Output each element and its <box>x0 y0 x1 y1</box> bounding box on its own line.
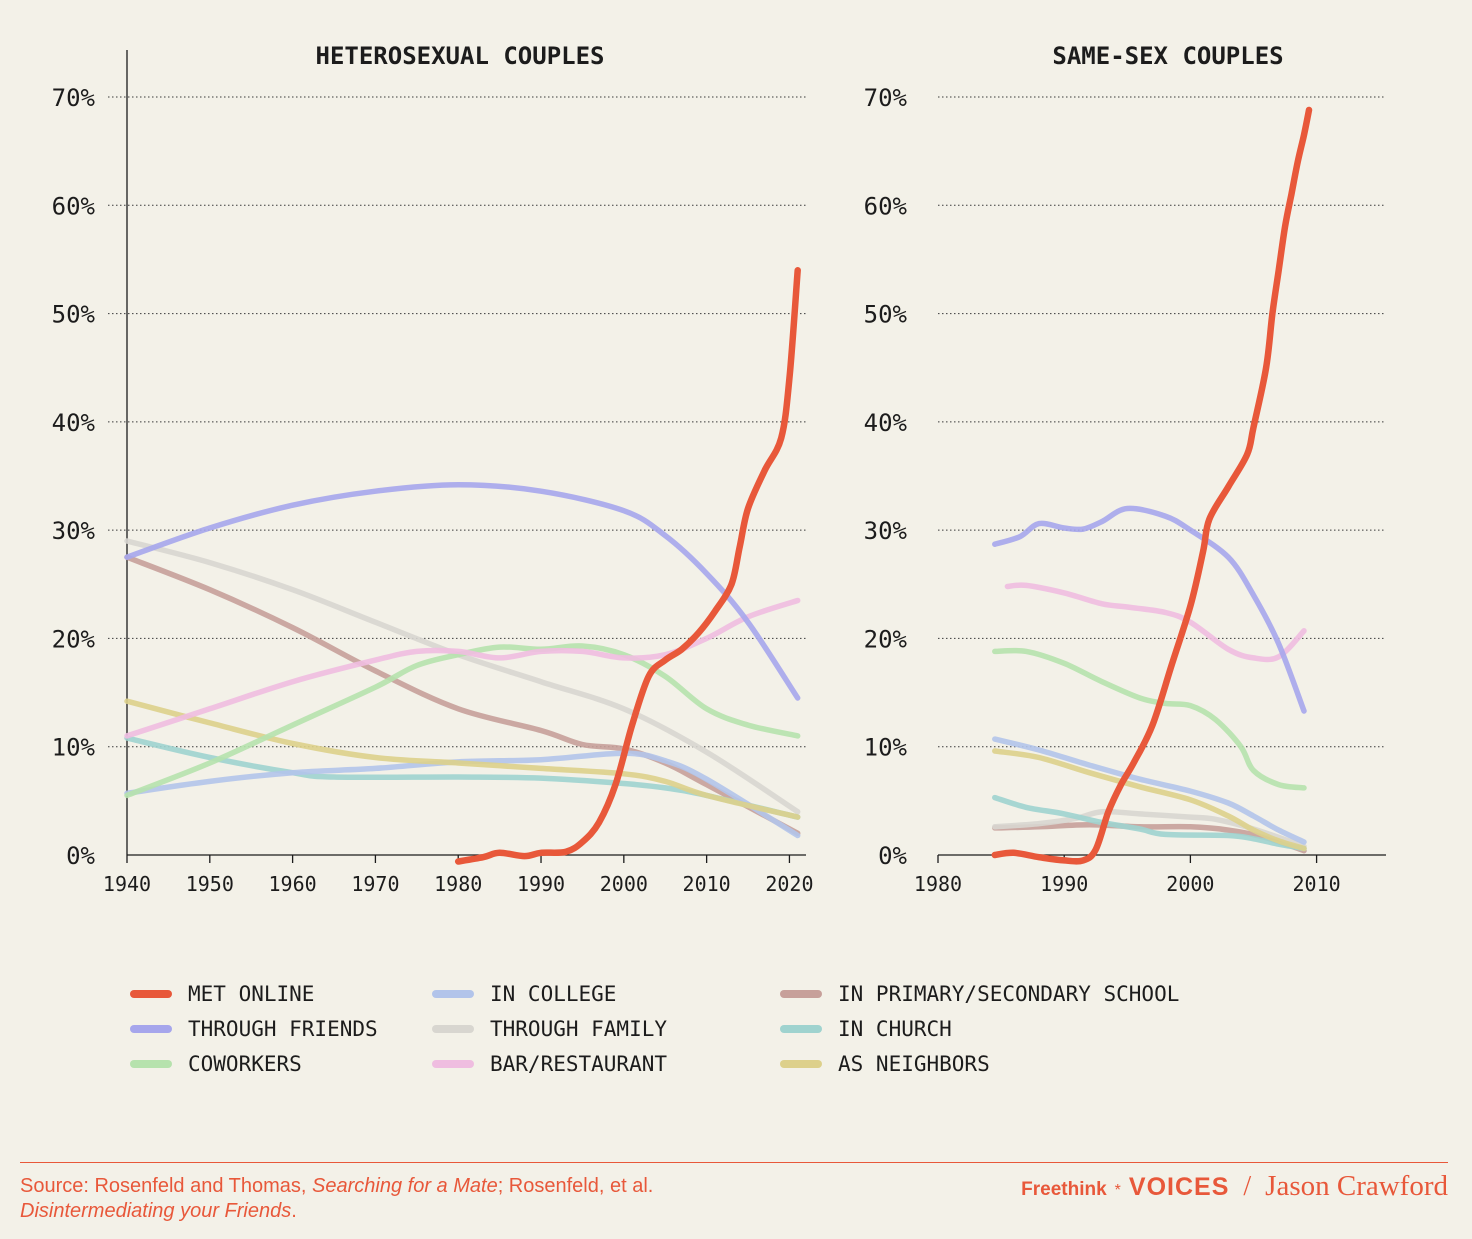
legend-item-coworkers: COWORKERS <box>130 1052 302 1076</box>
y-tick-label: 40% <box>864 409 908 437</box>
brand-star: * <box>1114 1182 1121 1199</box>
legend-label: IN PRIMARY/SECONDARY SCHOOL <box>838 982 1180 1006</box>
x-tick-label: 1940 <box>103 872 151 896</box>
y-tick-label: 50% <box>52 301 96 329</box>
legend-label: COWORKERS <box>188 1052 302 1076</box>
series-line-in-church <box>992 794 1307 852</box>
source-middle: ; Rosenfeld, et al. <box>497 1175 654 1197</box>
series-line-as-neighbors <box>992 748 1307 852</box>
legend-item-in-primary-secondary-school: IN PRIMARY/SECONDARY SCHOOL <box>780 982 1179 1006</box>
y-tick-label: 70% <box>864 84 908 112</box>
legend-label: THROUGH FAMILY <box>490 1017 668 1041</box>
series-line-in-church <box>124 735 801 820</box>
x-tick-label: 1990 <box>517 872 565 896</box>
legend-swatch <box>780 990 822 998</box>
legend-item-in-church: IN CHURCH <box>780 1017 952 1041</box>
series-line-in-primary-secondary-school <box>124 554 801 837</box>
x-tick-label: 1970 <box>351 872 399 896</box>
brand-voices: VOICES <box>1128 1173 1230 1201</box>
series-line-through-friends <box>992 505 1307 714</box>
x-tick-label: 1980 <box>434 872 482 896</box>
chart-area: HETEROSEXUAL COUPLES 0% 10% 20% 30% 40% 50% 60%… <box>52 42 1386 896</box>
brand-freethink: Freethink <box>1021 1179 1107 1200</box>
x-tick-label: 2000 <box>1166 872 1214 896</box>
legend-swatch <box>130 1060 172 1068</box>
footer-divider <box>20 1162 1448 1163</box>
x-tick-label: 1950 <box>186 872 234 896</box>
brand-separator: / <box>1243 1171 1252 1202</box>
series-line-met-online <box>454 267 801 865</box>
brand-credit: Freethink * VOICES / Jason Crawford <box>1021 1170 1448 1203</box>
y-tick-label: 40% <box>52 409 96 437</box>
legend-swatch <box>432 1025 474 1033</box>
x-tick-label: 2000 <box>600 872 648 896</box>
x-tick-label: 2010 <box>1293 872 1341 896</box>
legend-item-met-online: MET ONLINE <box>130 982 314 1006</box>
panel-title: HETEROSEXUAL COUPLES <box>316 42 605 70</box>
panel-1: SAME-SEX COUPLES 0% 10% 20% 30% 40% 50% 60% 70% 1… <box>864 42 1386 896</box>
legend-swatch <box>780 1025 822 1033</box>
source-note: Source: Rosenfeld and Thomas, Searching … <box>20 1174 653 1224</box>
legend-label: MET ONLINE <box>188 982 315 1006</box>
y-tick-label: 20% <box>52 625 96 653</box>
legend-swatch <box>130 990 172 998</box>
legend-item-through-family: THROUGH FAMILY <box>432 1017 667 1041</box>
x-tick-label: 1960 <box>269 872 317 896</box>
y-tick-label: 10% <box>864 734 908 762</box>
legend-label: IN CHURCH <box>838 1017 952 1041</box>
source-title-1: Searching for a Mate <box>312 1175 498 1197</box>
panel-title: SAME-SEX COUPLES <box>1052 42 1283 70</box>
author-name: Jason Crawford <box>1265 1170 1448 1202</box>
series-line-bar-restaurant <box>1004 582 1307 663</box>
y-tick-label: 30% <box>864 517 908 545</box>
legend-item-bar-restaurant: BAR/RESTAURANT <box>432 1052 667 1076</box>
panel-0: HETEROSEXUAL COUPLES 0% 10% 20% 30% 40% 50% 60%… <box>52 42 814 896</box>
series-line-through-friends <box>124 481 801 701</box>
series-line-met-online <box>991 106 1313 865</box>
legend-label: BAR/RESTAURANT <box>490 1052 668 1076</box>
series-line-coworkers <box>992 647 1307 791</box>
legend-swatch <box>780 1060 822 1068</box>
y-tick-label: 70% <box>52 84 96 112</box>
legend-item-as-neighbors: AS NEIGHBORS <box>780 1052 990 1076</box>
y-tick-label: 50% <box>864 301 908 329</box>
y-tick-label: 60% <box>52 192 96 220</box>
series-line-coworkers <box>124 643 801 799</box>
legend-swatch <box>130 1025 172 1033</box>
legend-item-through-friends: THROUGH FRIENDS <box>130 1017 378 1041</box>
series-line-in-college <box>124 750 801 839</box>
x-tick-label: 1990 <box>1040 872 1088 896</box>
source-prefix: Source: Rosenfeld and Thomas, <box>20 1175 313 1197</box>
y-tick-label: 30% <box>52 517 96 545</box>
x-tick-label: 2010 <box>683 872 731 896</box>
legend-swatch <box>432 990 474 998</box>
legend-item-in-college: IN COLLEGE <box>432 982 616 1006</box>
source-title-2: Disintermediating your Friends <box>20 1200 292 1222</box>
y-tick-label: 20% <box>864 625 908 653</box>
x-tick-label: 2020 <box>765 872 813 896</box>
legend-swatch <box>432 1060 474 1068</box>
y-tick-label: 0% <box>66 842 95 870</box>
series-line-as-neighbors <box>124 698 801 820</box>
y-tick-label: 10% <box>52 734 96 762</box>
y-tick-label: 60% <box>864 192 908 220</box>
series-line-in-college <box>992 736 1307 845</box>
y-tick-label: 0% <box>878 842 907 870</box>
source-end: . <box>291 1200 297 1222</box>
legend-label: THROUGH FRIENDS <box>188 1017 378 1041</box>
legend-label: IN COLLEGE <box>490 982 617 1006</box>
series-line-bar-restaurant <box>124 597 801 739</box>
legend-label: AS NEIGHBORS <box>838 1052 990 1076</box>
x-tick-label: 1980 <box>914 872 962 896</box>
